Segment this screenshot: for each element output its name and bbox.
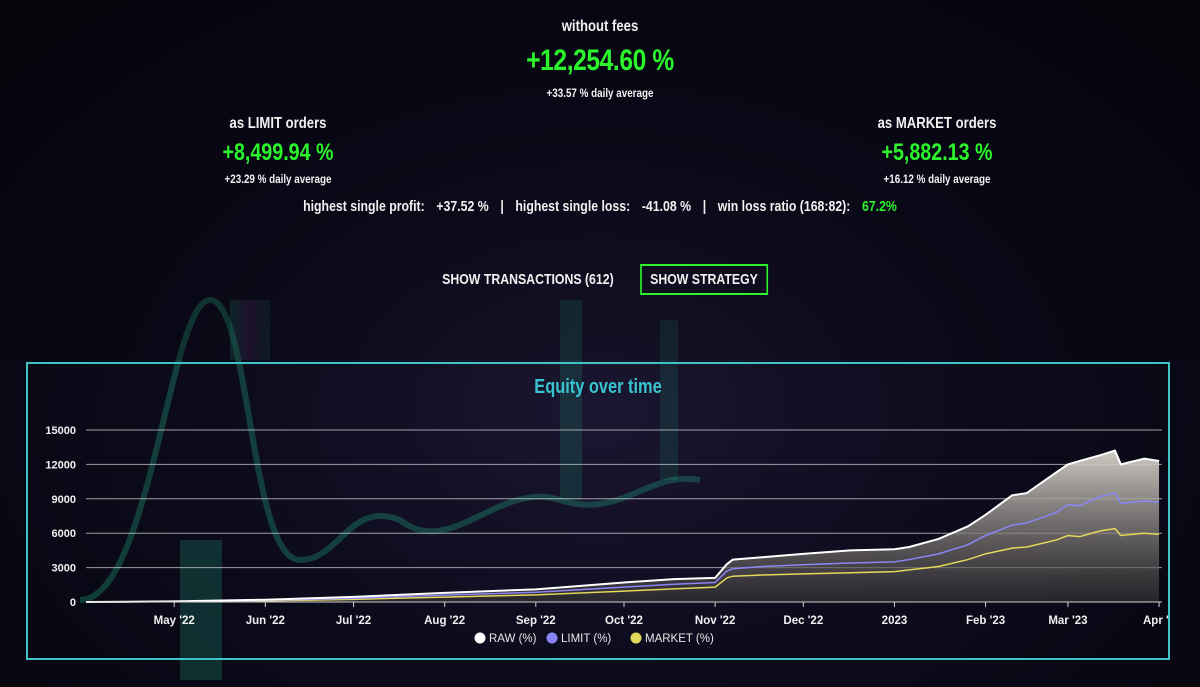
equity-chart-panel: Equity over time 0 3000 6000 9000 12000 15000 M… bbox=[26, 362, 1170, 660]
y-tick-label: 0 bbox=[70, 597, 76, 609]
legend-marker-market bbox=[630, 632, 642, 644]
loss-label: highest single loss: bbox=[515, 198, 631, 215]
raw-value: +12,254.60 % bbox=[526, 44, 674, 77]
limit-value: +8,499.94 % bbox=[222, 139, 334, 166]
show-transactions-button[interactable]: SHOW TRANSACTIONS (612) bbox=[442, 271, 614, 288]
raw-daily: +33.57 % daily average bbox=[546, 86, 654, 100]
limit-daily: +23.29 % daily average bbox=[224, 172, 332, 186]
legend-label: LIMIT (%) bbox=[561, 633, 611, 645]
raw-label: without fees bbox=[561, 18, 639, 35]
legend-marker-limit bbox=[546, 632, 558, 644]
profit-label: highest single profit: bbox=[303, 198, 425, 215]
x-tick-label: 2023 bbox=[882, 615, 908, 627]
loss-value: -41.08 % bbox=[641, 198, 692, 215]
legend-label: RAW (%) bbox=[489, 633, 537, 645]
chart-title: Equity over time bbox=[534, 374, 661, 397]
stats-row: highest single profit: +37.52 % | highes… bbox=[108, 198, 1092, 215]
market-value: +5,882.13 % bbox=[881, 139, 993, 166]
raw-area bbox=[86, 450, 1160, 602]
x-tick-label: Nov '22 bbox=[695, 615, 735, 627]
x-tick-label: May '22 bbox=[154, 615, 195, 627]
legend-label: MARKET (%) bbox=[645, 633, 714, 645]
x-tick-label: Apr '2 bbox=[1143, 615, 1168, 627]
y-tick-label: 12000 bbox=[45, 459, 76, 471]
x-tick-label: Sep '22 bbox=[516, 615, 556, 627]
x-tick-label: Jun '22 bbox=[246, 615, 285, 627]
legend-marker-raw bbox=[474, 632, 486, 644]
series-line-market bbox=[85, 527, 1160, 603]
separator: | bbox=[702, 198, 707, 215]
y-tick-label: 6000 bbox=[52, 528, 76, 540]
separator: | bbox=[500, 198, 504, 215]
y-tick-label: 9000 bbox=[52, 494, 76, 506]
ratio-label: win loss ratio (168:82): bbox=[717, 198, 851, 215]
equity-chart: Equity over time 0 3000 6000 9000 12000 15000 M… bbox=[45, 374, 1168, 645]
x-tick-label: Dec '22 bbox=[783, 615, 823, 627]
market-daily: +16.12 % daily average bbox=[883, 172, 991, 186]
y-tick-label: 3000 bbox=[52, 563, 76, 575]
x-tick-label: Oct '22 bbox=[605, 615, 643, 627]
show-strategy-button[interactable]: SHOW STRATEGY bbox=[640, 264, 768, 295]
y-tick-label: 15000 bbox=[45, 425, 76, 437]
x-tick-label: Mar '23 bbox=[1048, 615, 1087, 627]
x-tick-label: Aug '22 bbox=[424, 615, 465, 627]
ratio-value: 67.2% bbox=[861, 198, 897, 215]
profit-value: +37.52 % bbox=[436, 198, 489, 215]
button-row: SHOW TRANSACTIONS (612) SHOW STRATEGY bbox=[108, 264, 1092, 295]
x-tick-label: Jul '22 bbox=[336, 615, 371, 627]
series-line-raw bbox=[85, 449, 1160, 603]
limit-label: as LIMIT orders bbox=[229, 115, 327, 132]
x-tick-label: Feb '23 bbox=[966, 615, 1005, 627]
market-label: as MARKET orders bbox=[877, 115, 997, 132]
series-line-limit bbox=[85, 492, 1160, 603]
